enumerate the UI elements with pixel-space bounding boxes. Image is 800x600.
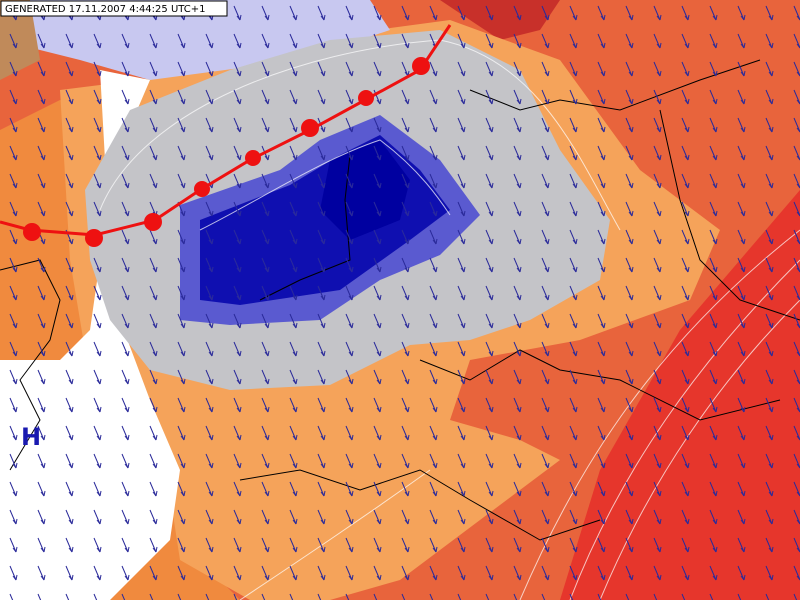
front-symbol [412,57,430,75]
pressure-label: H [21,423,41,451]
front-symbol [194,181,210,197]
front-symbol [144,213,162,231]
header-box [0,0,228,17]
front-symbol [301,119,319,137]
front-symbol [245,150,261,166]
front-line [0,24,452,237]
front-symbol [23,223,41,241]
front-symbol [358,90,374,106]
front-symbol [85,229,103,247]
front-symbols [23,57,430,247]
generated-stamp: GENERATED 17.11.2007 4:44:25 UTC+1 [5,4,206,15]
warm-front [0,24,452,247]
